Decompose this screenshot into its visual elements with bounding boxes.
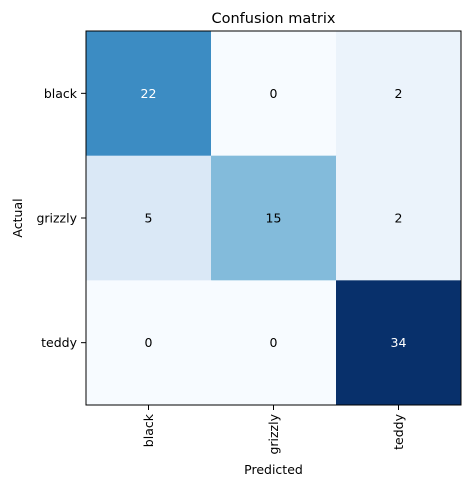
cell-value-black-grizzly: 0 (270, 86, 278, 101)
heatmap-cell-grizzly-black (86, 155, 212, 281)
chart-title: Confusion matrix (211, 11, 335, 27)
x-axis-ticks: black grizzly teddy (141, 405, 406, 455)
cell-value-teddy-teddy: 34 (391, 335, 407, 350)
heatmap-cell-black-black (86, 31, 212, 157)
heatmap-cell-teddy-teddy (336, 280, 462, 406)
y-tick-label-teddy: teddy (41, 335, 77, 350)
cell-value-grizzly-black: 5 (145, 211, 153, 226)
y-tick-label-grizzly: grizzly (36, 211, 77, 226)
cell-labels: 22 0 2 5 15 2 0 0 34 (141, 86, 407, 350)
cell-value-teddy-grizzly: 0 (270, 335, 278, 350)
heatmap-cell-black-teddy (336, 31, 462, 157)
cell-value-black-teddy: 2 (395, 86, 403, 101)
heatmap-cell-black-grizzly (211, 31, 337, 157)
cell-value-teddy-black: 0 (145, 335, 153, 350)
heatmap-cell-teddy-grizzly (211, 280, 337, 406)
cell-value-grizzly-grizzly: 15 (266, 211, 282, 226)
heatmap-cell-teddy-black (86, 280, 212, 406)
y-tick-label-black: black (44, 86, 78, 101)
heatmap-cell-grizzly-grizzly (211, 155, 337, 281)
x-axis-label: Predicted (244, 462, 303, 477)
cell-value-black-black: 22 (141, 86, 157, 101)
y-axis-ticks: black grizzly teddy (36, 86, 86, 350)
heatmap-cell-grizzly-teddy (336, 155, 462, 281)
x-tick-label-teddy: teddy (391, 413, 406, 449)
heatmap-cells (86, 31, 462, 406)
x-tick-label-black: black (141, 413, 156, 447)
cell-value-grizzly-teddy: 2 (395, 211, 403, 226)
y-axis-label: Actual (10, 198, 25, 237)
x-tick-label-grizzly: grizzly (266, 413, 281, 454)
